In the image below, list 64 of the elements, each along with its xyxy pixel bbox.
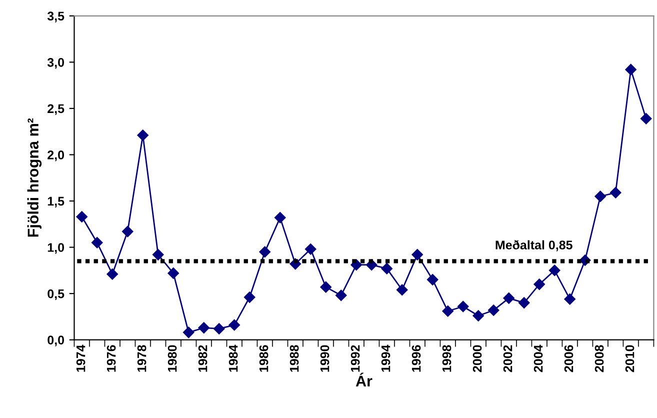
x-tick-label: 2002 xyxy=(503,345,512,372)
point xyxy=(168,268,179,279)
point xyxy=(76,211,88,222)
point xyxy=(503,292,514,304)
point xyxy=(518,297,530,308)
x-tick-label: 1998 xyxy=(442,345,452,372)
x-tick-label: 1978 xyxy=(137,345,146,372)
x-tick-label: 1984 xyxy=(228,344,238,372)
y-tick-label: 3,5 xyxy=(47,12,64,22)
point xyxy=(640,113,652,124)
x-tick-label: 2006 xyxy=(564,345,574,372)
x-tick-label: 2000 xyxy=(472,345,482,372)
x-tick-label: 1982 xyxy=(198,345,208,372)
y-tick-label: 0,0 xyxy=(48,336,64,346)
point xyxy=(457,300,469,312)
x-axis-title: Ár xyxy=(356,372,372,386)
point xyxy=(625,64,636,76)
point xyxy=(488,304,500,316)
point xyxy=(122,226,134,238)
x-tick-label: 2008 xyxy=(594,345,604,372)
point xyxy=(426,274,438,286)
point xyxy=(244,292,256,303)
point xyxy=(259,246,270,258)
point xyxy=(442,306,454,317)
point xyxy=(320,281,332,293)
point xyxy=(183,326,194,338)
point xyxy=(305,244,316,255)
point xyxy=(106,268,118,280)
y-tick-label: 0,5 xyxy=(48,289,64,300)
x-tick-label: 1980 xyxy=(168,345,177,372)
ref-line-label: Meðaltal 0,85 xyxy=(496,240,572,252)
point xyxy=(228,319,240,331)
point xyxy=(137,130,148,141)
point xyxy=(336,290,347,302)
point xyxy=(564,294,576,305)
point xyxy=(381,262,392,274)
point xyxy=(214,323,225,334)
y-tick-label: 3,0 xyxy=(47,58,64,69)
point xyxy=(534,278,545,290)
x-tick-label: 2010 xyxy=(625,345,634,372)
point xyxy=(198,322,210,334)
point xyxy=(472,310,484,322)
y-tick-label: 1,5 xyxy=(48,196,64,208)
y-tick-label: 2,0 xyxy=(48,150,64,162)
point xyxy=(92,237,103,248)
point xyxy=(396,284,408,296)
point xyxy=(274,212,286,224)
x-tick-label: 1974 xyxy=(76,344,86,372)
x-tick-label: 1992 xyxy=(350,345,360,372)
x-tick-label: 1976 xyxy=(106,345,116,372)
y-axis-title: Fjöldi hrogna m² xyxy=(27,118,42,237)
point xyxy=(412,249,423,260)
x-tick-label: 1990 xyxy=(320,345,330,372)
point xyxy=(610,187,622,198)
y-tick-label: 2,5 xyxy=(48,104,64,115)
x-tick-label: 1994 xyxy=(381,344,390,372)
y-tick-label: 1,0 xyxy=(48,243,64,254)
x-tick-label: 1988 xyxy=(290,345,299,372)
point xyxy=(548,264,560,276)
point xyxy=(594,190,606,202)
point xyxy=(152,249,164,260)
x-tick-label: 2004 xyxy=(534,344,543,372)
x-tick-label: 1996 xyxy=(412,345,421,372)
x-tick-label: 1986 xyxy=(259,345,268,372)
